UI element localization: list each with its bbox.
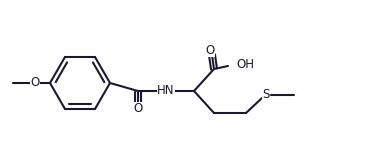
Text: HN: HN [157, 84, 175, 97]
Text: OH: OH [236, 58, 254, 71]
Text: O: O [205, 44, 214, 57]
Text: O: O [133, 102, 143, 115]
Text: O: O [30, 77, 40, 89]
Text: S: S [262, 89, 270, 102]
